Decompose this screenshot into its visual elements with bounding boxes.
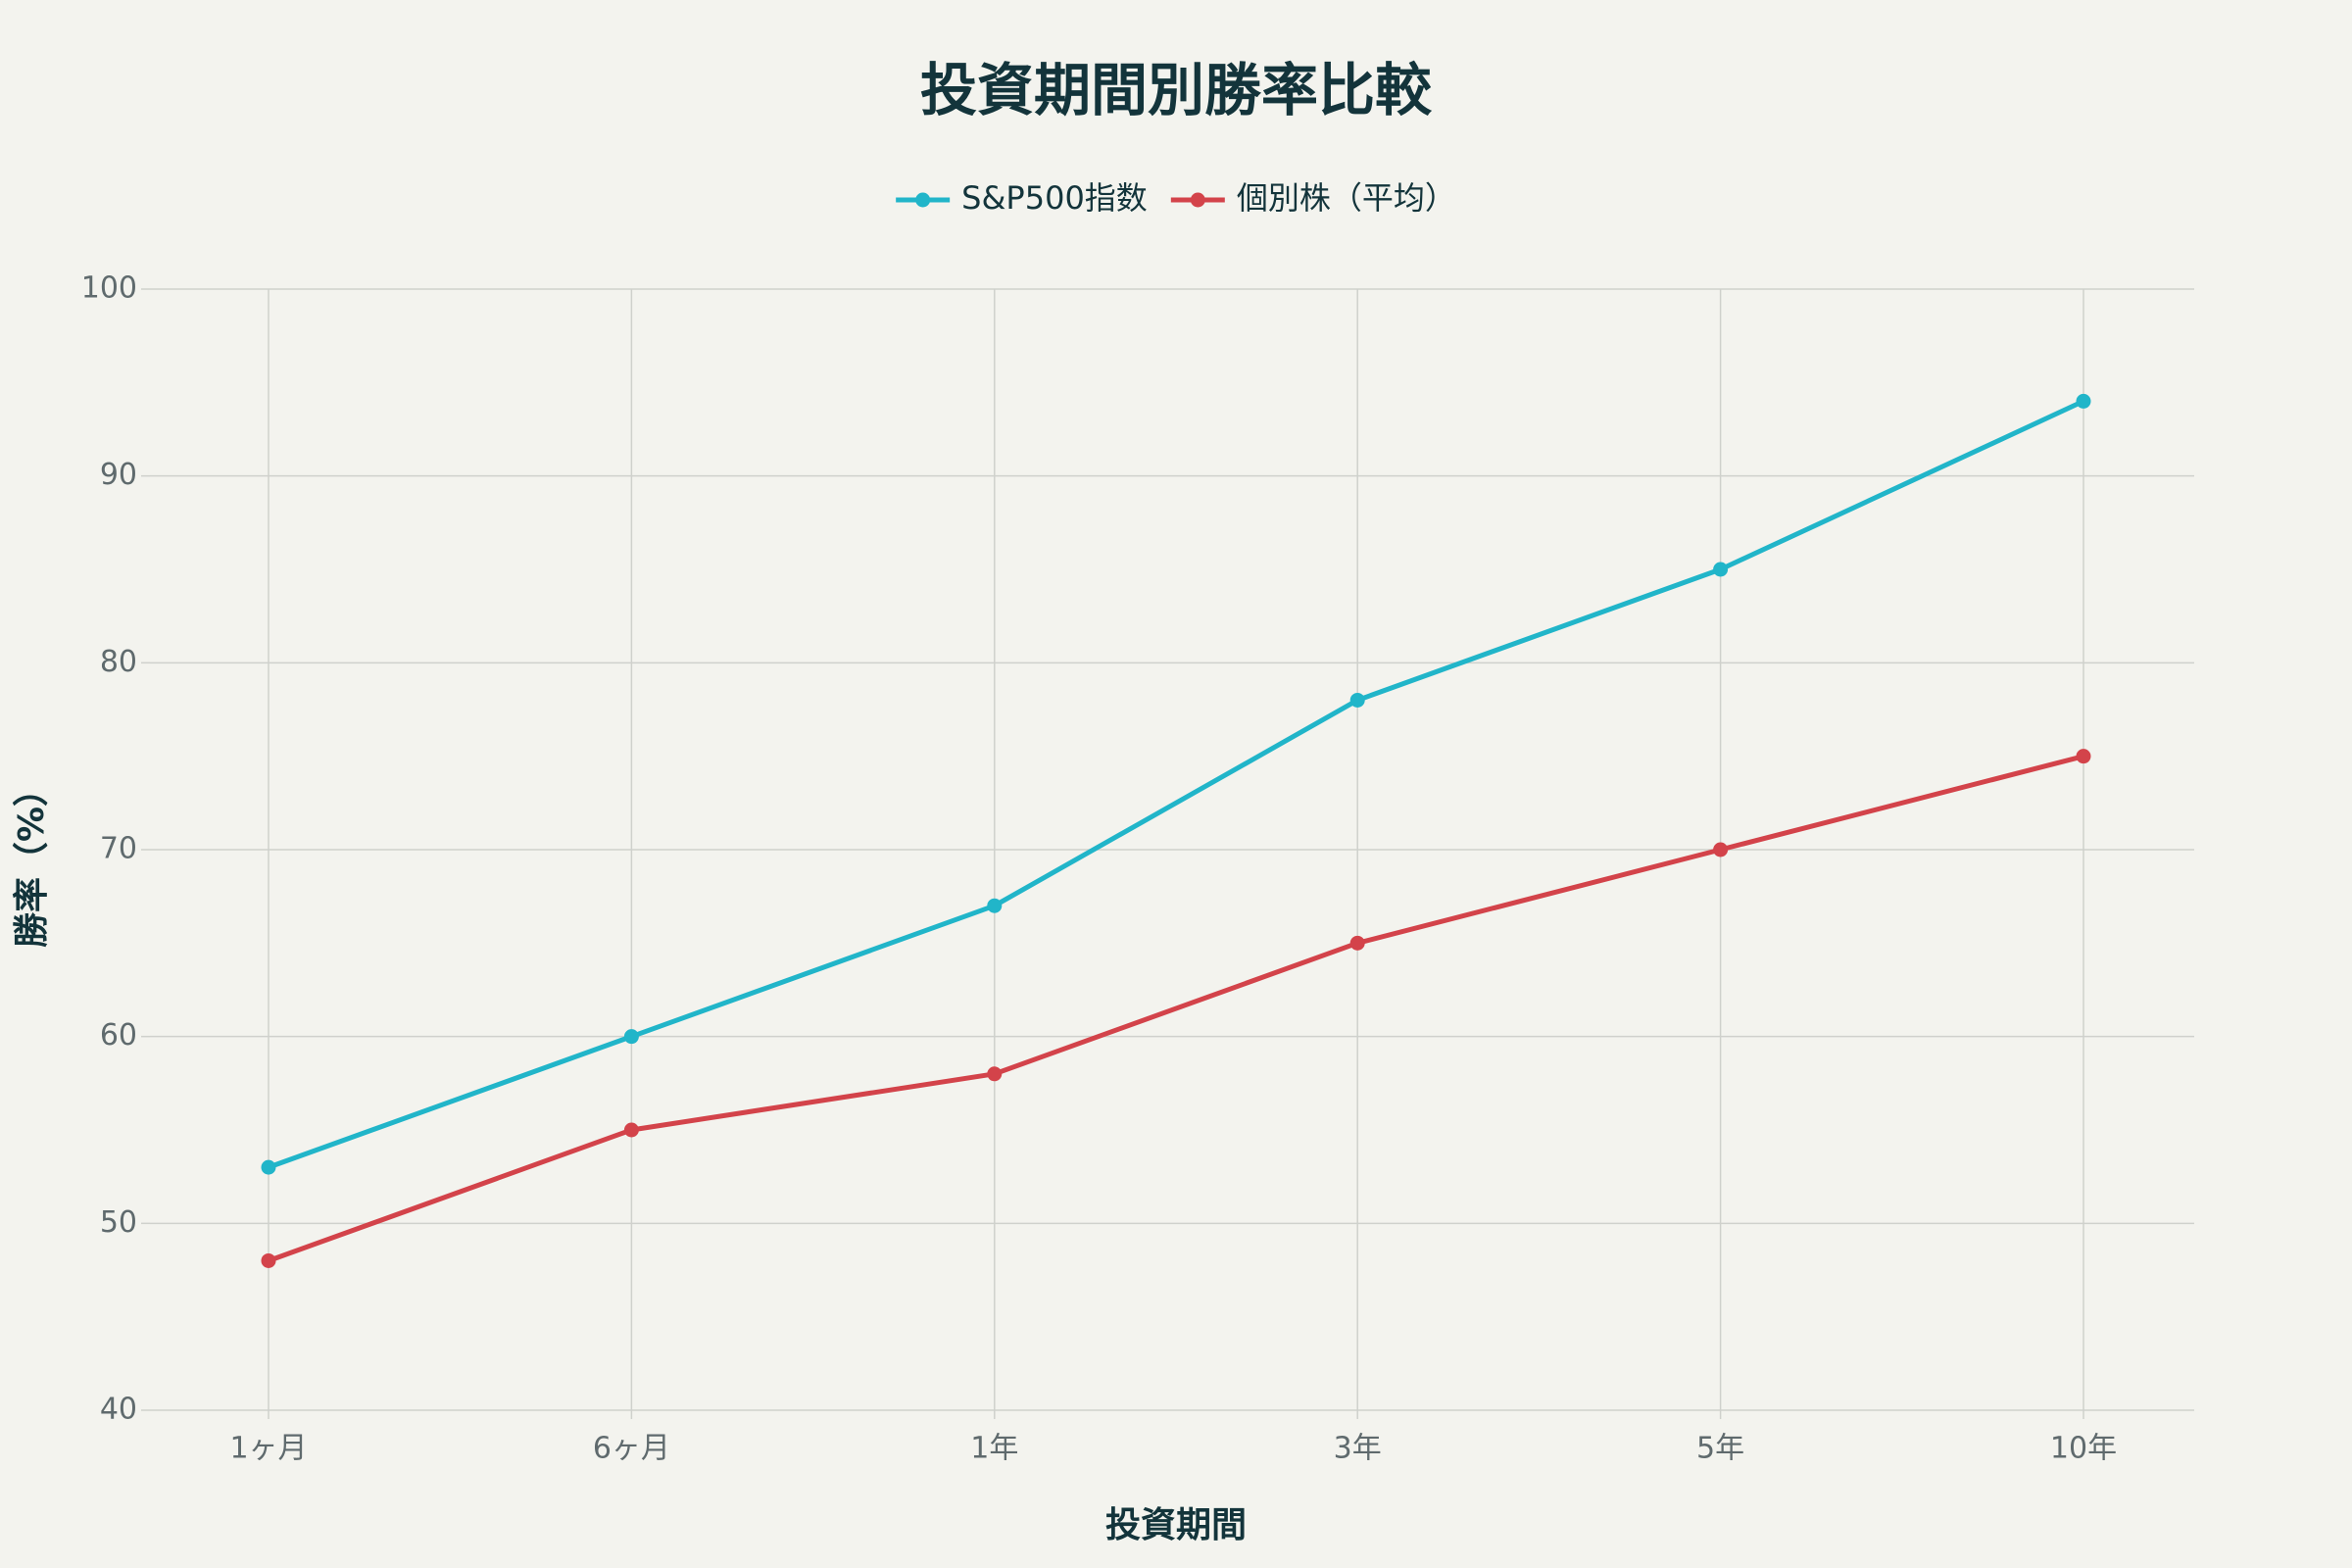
series-line xyxy=(268,399,2085,1170)
x-tick-label: 5年 xyxy=(1696,1432,1744,1466)
data-point xyxy=(1713,842,1729,858)
legend: S&P500指数 個別株（平均） xyxy=(896,179,1456,217)
y-tick-label: 90 xyxy=(100,458,137,492)
x-tick-label: 6ヶ月 xyxy=(593,1432,670,1466)
legend-label: S&P500指数 xyxy=(961,179,1148,217)
y-tick-label: 100 xyxy=(81,271,137,306)
legend-label: 個別株（平均） xyxy=(1237,179,1456,217)
y-tick-label: 60 xyxy=(100,1018,137,1053)
data-point xyxy=(2076,749,2091,764)
data-point xyxy=(2076,393,2091,409)
x-tick-label: 10年 xyxy=(2050,1432,2117,1466)
data-point xyxy=(1349,935,1365,951)
y-axis-title: 勝率（%） xyxy=(12,771,52,948)
data-point xyxy=(987,898,1003,913)
series-line xyxy=(268,754,2084,1263)
data-point xyxy=(1713,562,1729,577)
y-tick-label: 70 xyxy=(100,832,137,866)
legend-item: S&P500指数 xyxy=(896,179,1148,217)
y-tick-label: 80 xyxy=(100,645,137,679)
legend-marker xyxy=(1190,192,1205,208)
x-tick-label: 1ヶ月 xyxy=(229,1432,307,1466)
data-point xyxy=(261,1252,276,1268)
x-tick-label: 1年 xyxy=(970,1432,1018,1466)
legend-marker xyxy=(915,192,931,208)
data-point xyxy=(987,1066,1003,1082)
data-point xyxy=(623,1029,639,1045)
data-point xyxy=(623,1122,639,1138)
legend-item: 個別株（平均） xyxy=(1170,179,1456,217)
data-point xyxy=(261,1159,276,1175)
x-tick-label: 3年 xyxy=(1334,1432,1382,1466)
y-tick-label: 50 xyxy=(100,1205,137,1240)
chart-title: 投資期間別勝率比較 xyxy=(920,57,1433,123)
data-point xyxy=(1349,692,1365,708)
y-tick-label: 40 xyxy=(100,1393,137,1427)
x-axis-title: 投資期間 xyxy=(1105,1505,1247,1545)
